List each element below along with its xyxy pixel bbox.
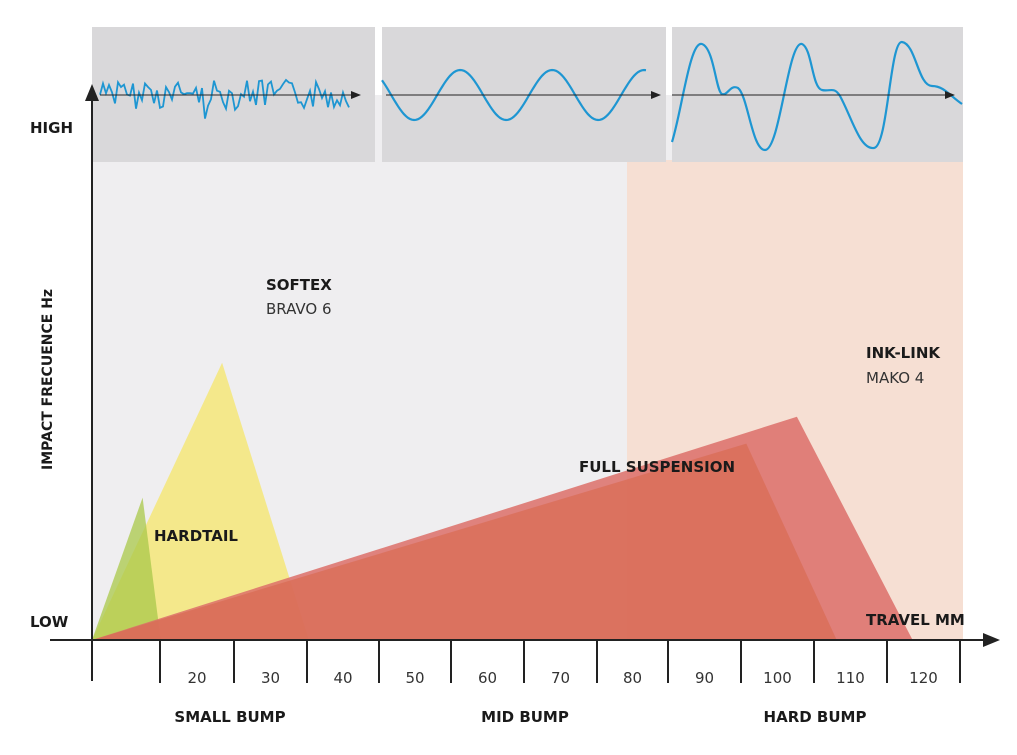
x-tick-label: 30 <box>261 669 280 687</box>
mid-bump-waveform <box>381 68 647 122</box>
x-tick-label: 100 <box>763 669 792 687</box>
small-bump-waveform <box>99 78 350 119</box>
series-shapes <box>92 362 913 640</box>
series-label-softex: SOFTEX <box>266 276 332 294</box>
full-suspension-area <box>92 443 837 640</box>
arrow-icon <box>651 91 661 99</box>
y-tick-high: HIGH <box>30 119 73 137</box>
y-tick-low: LOW <box>30 613 69 631</box>
series-sublabel-softex: BRAVO 6 <box>266 300 332 318</box>
series-sublabel-ink-link: MAKO 4 <box>866 369 924 387</box>
series-label-hardtail: HARDTAIL <box>154 527 238 545</box>
series-label-ink-link: INK-LINK <box>866 344 941 362</box>
x-tick-label: 80 <box>623 669 642 687</box>
x-tick-label: 60 <box>478 669 497 687</box>
x-tick-label: 120 <box>909 669 938 687</box>
waveform-panel-3 <box>670 27 963 162</box>
x-tick-label: 110 <box>836 669 865 687</box>
x-axis-arrow-icon <box>983 633 1000 647</box>
hardtail-area <box>92 497 161 640</box>
series-label-full-suspension: FULL SUSPENSION <box>579 458 735 476</box>
x-axis-title: TRAVEL MM <box>866 611 965 629</box>
axes <box>50 84 1000 683</box>
arrow-icon <box>351 91 361 99</box>
x-tick-label: 50 <box>405 669 424 687</box>
waveform-panel-2 <box>381 27 666 162</box>
zone-label-small-bump: SMALL BUMP <box>174 708 285 726</box>
x-tick-label: 20 <box>187 669 206 687</box>
x-tick-label: 40 <box>333 669 352 687</box>
hard-bump-waveform <box>670 40 963 152</box>
x-tick-label: 90 <box>695 669 714 687</box>
zone-label-hard-bump: HARD BUMP <box>764 708 867 726</box>
waveform-panels <box>92 27 963 162</box>
x-tick-label: 70 <box>551 669 570 687</box>
arrow-icon <box>945 91 955 99</box>
waveform-panel-1 <box>92 27 375 162</box>
x-tick-labels: 20 30 40 50 60 70 80 90 100 110 120 <box>187 669 937 687</box>
y-axis-arrow-icon <box>85 84 99 101</box>
zone-label-mid-bump: MID BUMP <box>481 708 569 726</box>
y-axis-title: IMPACT FRECUENCE Hz <box>40 289 56 470</box>
